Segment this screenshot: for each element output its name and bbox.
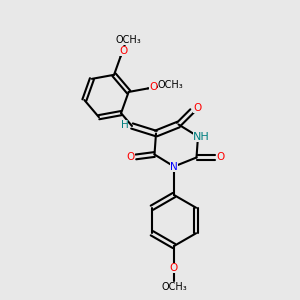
Text: OCH₃: OCH₃ bbox=[158, 80, 184, 90]
Text: O: O bbox=[216, 152, 225, 163]
Text: O: O bbox=[170, 263, 178, 273]
Text: O: O bbox=[119, 46, 128, 56]
Text: OCH₃: OCH₃ bbox=[161, 282, 187, 292]
Text: OCH₃: OCH₃ bbox=[116, 35, 141, 45]
Text: H: H bbox=[121, 120, 128, 130]
Text: O: O bbox=[126, 152, 135, 162]
Text: O: O bbox=[149, 82, 157, 92]
Text: NH: NH bbox=[193, 131, 210, 142]
Text: N: N bbox=[170, 161, 178, 172]
Text: O: O bbox=[193, 103, 202, 113]
